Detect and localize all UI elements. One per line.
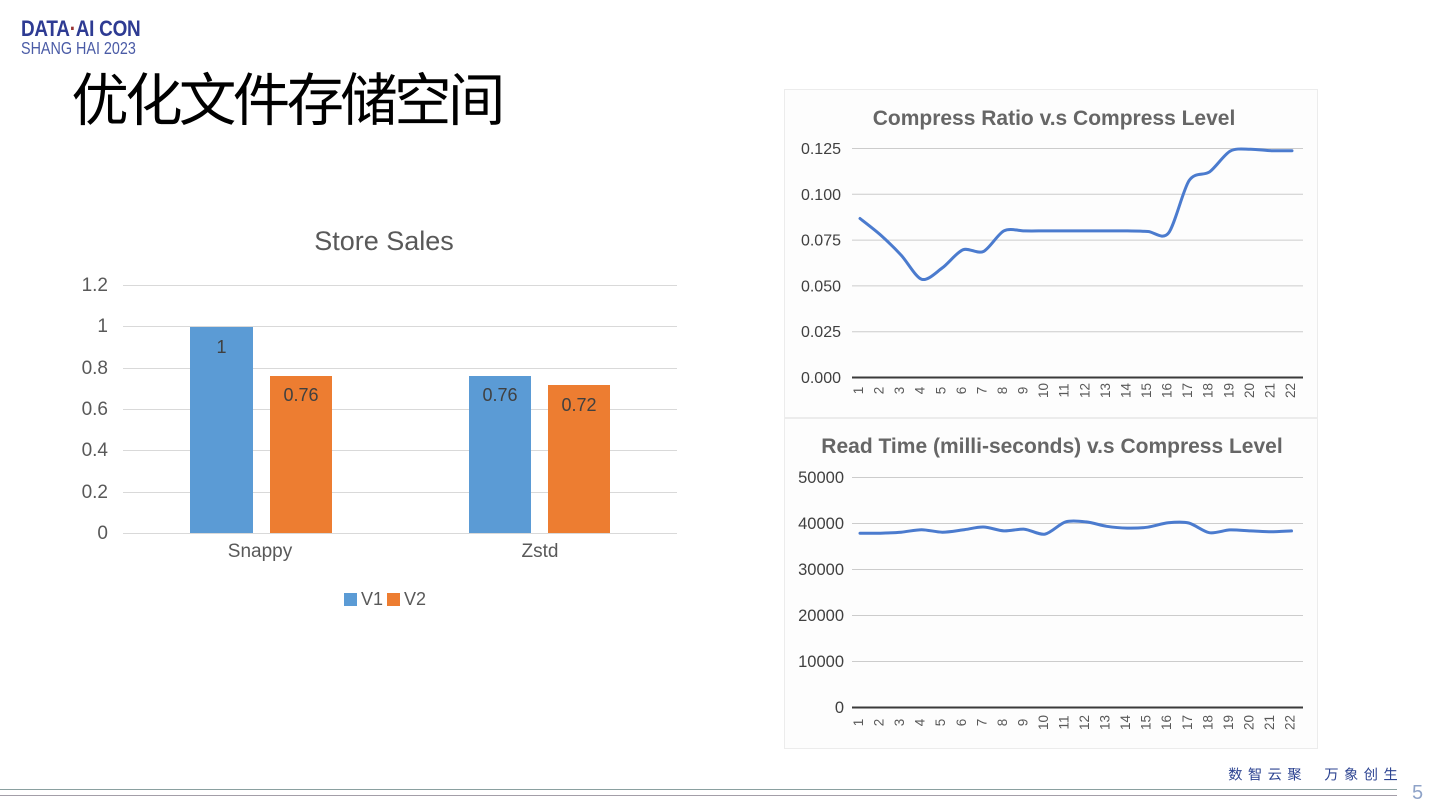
svg-text:6: 6 — [954, 387, 969, 395]
svg-text:40000: 40000 — [798, 515, 844, 533]
svg-text:17: 17 — [1180, 383, 1195, 398]
svg-text:13: 13 — [1098, 715, 1113, 730]
svg-text:21: 21 — [1262, 383, 1277, 398]
svg-text:30000: 30000 — [798, 561, 844, 579]
svg-text:20000: 20000 — [798, 607, 844, 625]
svg-text:22: 22 — [1283, 383, 1298, 398]
svg-text:4: 4 — [913, 718, 928, 726]
svg-text:Compress Ratio v.s Compress Le: Compress Ratio v.s Compress Level — [873, 107, 1236, 130]
svg-text:10: 10 — [1036, 383, 1051, 398]
svg-text:16: 16 — [1159, 715, 1174, 730]
svg-text:10000: 10000 — [798, 653, 844, 671]
svg-text:0.050: 0.050 — [801, 278, 841, 295]
svg-text:18: 18 — [1200, 715, 1215, 730]
svg-text:6: 6 — [954, 719, 969, 727]
svg-text:Read Time (milli-seconds) v.s: Read Time (milli-seconds) v.s Compress L… — [821, 435, 1282, 458]
svg-text:12: 12 — [1077, 383, 1092, 398]
svg-text:5: 5 — [933, 387, 948, 395]
svg-text:19: 19 — [1221, 383, 1236, 398]
svg-text:2: 2 — [872, 387, 887, 395]
svg-text:17: 17 — [1180, 715, 1195, 730]
svg-text:21: 21 — [1262, 715, 1277, 730]
svg-text:8: 8 — [995, 719, 1010, 727]
svg-text:0.125: 0.125 — [801, 141, 841, 158]
svg-text:20: 20 — [1242, 715, 1257, 730]
svg-text:14: 14 — [1118, 715, 1133, 731]
svg-text:7: 7 — [974, 387, 989, 395]
svg-text:22: 22 — [1283, 715, 1298, 730]
svg-text:19: 19 — [1221, 715, 1236, 730]
svg-text:1: 1 — [851, 387, 866, 395]
svg-text:11: 11 — [1057, 715, 1072, 729]
svg-text:15: 15 — [1139, 383, 1154, 398]
svg-text:7: 7 — [974, 719, 989, 727]
svg-text:1: 1 — [851, 719, 866, 727]
svg-text:10: 10 — [1036, 715, 1051, 730]
svg-text:3: 3 — [892, 387, 907, 395]
svg-text:0.025: 0.025 — [801, 324, 841, 341]
svg-text:4: 4 — [913, 386, 928, 394]
svg-text:14: 14 — [1118, 383, 1133, 399]
svg-text:0.075: 0.075 — [801, 233, 841, 250]
svg-text:0.100: 0.100 — [801, 187, 841, 204]
svg-text:11: 11 — [1057, 383, 1072, 397]
svg-text:50000: 50000 — [798, 469, 844, 487]
svg-text:9: 9 — [1015, 719, 1030, 727]
svg-text:12: 12 — [1077, 715, 1092, 730]
svg-text:13: 13 — [1098, 383, 1113, 398]
svg-text:20: 20 — [1242, 383, 1257, 398]
svg-text:5: 5 — [933, 719, 948, 727]
svg-text:8: 8 — [995, 387, 1010, 395]
svg-text:9: 9 — [1016, 387, 1031, 395]
svg-text:3: 3 — [892, 719, 907, 727]
svg-text:15: 15 — [1139, 715, 1154, 730]
svg-text:18: 18 — [1201, 383, 1216, 398]
svg-text:0.000: 0.000 — [801, 370, 841, 387]
svg-text:2: 2 — [872, 719, 887, 727]
svg-text:16: 16 — [1160, 383, 1175, 398]
svg-text:0: 0 — [835, 699, 844, 717]
